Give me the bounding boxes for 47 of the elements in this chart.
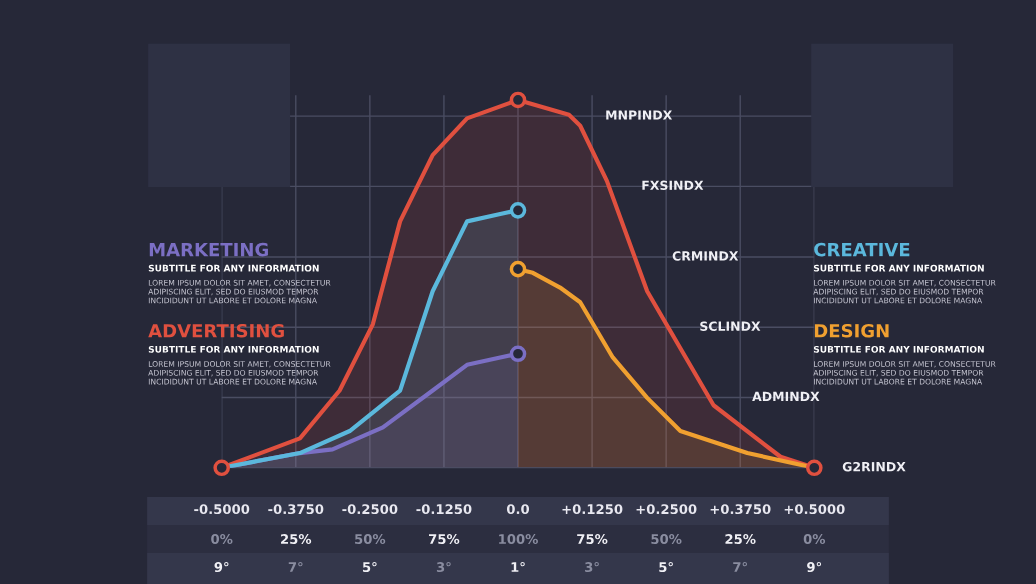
text: 3° — [436, 561, 451, 573]
text: CREATIVE — [814, 242, 910, 257]
text: 0% — [803, 534, 826, 545]
text: 3° — [585, 561, 599, 573]
x-tick-label: 0.0 — [506, 504, 530, 515]
text: 75% — [429, 534, 460, 545]
text: 9° — [214, 561, 229, 573]
text: 50% — [355, 534, 386, 545]
ref-line-label: FXSINDX — [642, 180, 704, 191]
text: 5° — [659, 561, 673, 573]
ref-line-label: MNPINDX — [606, 110, 673, 120]
point — [805, 459, 823, 477]
text: MARKETING — [149, 242, 268, 257]
point — [213, 459, 231, 477]
ref-line-label: ADMINDX — [752, 391, 820, 401]
point — [509, 260, 527, 278]
text: 1° — [511, 561, 525, 572]
x-tick-label: +0.2500 — [636, 504, 697, 515]
x-tick-label: +0.3750 — [710, 504, 771, 515]
annotation: SUBTITLE FOR ANY INFORMATION — [148, 264, 319, 272]
annotation: SUBTITLE FOR ANY INFORMATION — [813, 345, 984, 353]
text: 25% — [725, 534, 756, 545]
text: 50% — [651, 534, 682, 545]
text: ADVERTISING — [148, 323, 284, 338]
point — [509, 91, 527, 109]
text: 75% — [577, 534, 608, 545]
x-tick-label: -0.5000 — [194, 504, 250, 515]
point — [509, 345, 527, 363]
x-tick-label: -0.2500 — [342, 504, 398, 515]
ref-line-label: SCLINDX — [700, 321, 761, 331]
text: 7° — [288, 561, 303, 572]
x-tick-label: -0.1250 — [416, 504, 472, 515]
text: 7° — [733, 561, 747, 572]
x-tick-label: +0.5000 — [784, 504, 845, 515]
annotation: SUBTITLE FOR ANY INFORMATION — [148, 345, 319, 353]
ref-line-label: CRMINDX — [672, 251, 739, 261]
text: 9° — [807, 561, 822, 573]
text: 5° — [362, 561, 377, 573]
point — [509, 201, 527, 219]
annotation: SUBTITLE FOR ANY INFORMATION — [813, 264, 984, 272]
text: 0% — [211, 534, 233, 545]
text: 100% — [499, 534, 538, 545]
x-tick-label: +0.1250 — [562, 504, 623, 515]
text: DESIGN — [814, 323, 889, 338]
x-tick-label: -0.3750 — [268, 504, 324, 515]
ref-line-label: G2RINDX — [842, 461, 906, 472]
text: 25% — [281, 534, 312, 545]
